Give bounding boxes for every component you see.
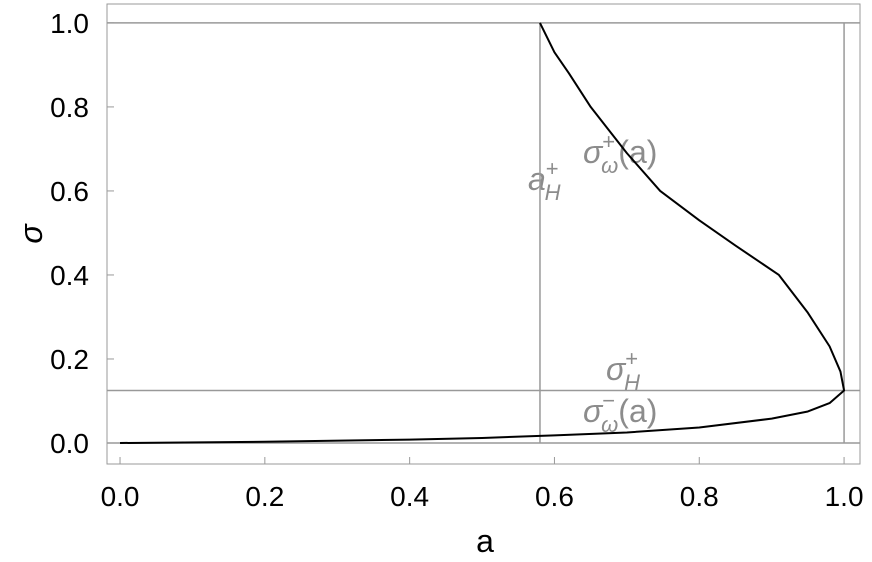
y-tick-label: 0.4	[50, 260, 89, 291]
annotation-sup: +	[625, 346, 638, 371]
y-tick-label: 0.8	[50, 92, 89, 123]
annotation-base: a	[528, 161, 546, 197]
annotation-sub: H	[624, 370, 640, 395]
annotation-base: σ	[606, 351, 627, 387]
x-tick-label: 0.0	[101, 481, 140, 512]
annotation-sup: +	[546, 156, 559, 181]
annotation-sub: ω	[601, 153, 618, 178]
x-tick-label: 0.2	[245, 481, 284, 512]
annotation-sub: ω	[601, 412, 618, 437]
annotation-base: σ	[583, 393, 604, 429]
annotation-sup: +	[602, 129, 615, 154]
annotation: σ+ ω(a)	[583, 129, 657, 178]
plot-frame	[106, 3, 861, 465]
x-tick-label: 0.6	[535, 481, 574, 512]
curve	[120, 22, 846, 444]
x-tick-label: 0.8	[680, 481, 719, 512]
y-tick-label: 0.2	[50, 344, 89, 375]
annotation: σ+ H	[606, 346, 640, 395]
y-axis-label: σ	[13, 223, 49, 244]
y-tick-label: 0.6	[50, 176, 89, 207]
annotation: a+ H	[528, 156, 561, 205]
annotation-sub: H	[545, 180, 561, 205]
y-tick-label: 0.0	[50, 428, 89, 459]
annotation-tail: (a)	[618, 393, 657, 429]
x-tick-label: 0.4	[390, 481, 429, 512]
annotation: σ− ω(a)	[583, 388, 657, 437]
x-axis-label: a	[476, 523, 494, 559]
x-tick-label: 1.0	[825, 481, 864, 512]
annotation-sup: −	[602, 388, 615, 413]
y-tick-label: 1.0	[50, 8, 89, 39]
annotation-base: σ	[583, 134, 604, 170]
